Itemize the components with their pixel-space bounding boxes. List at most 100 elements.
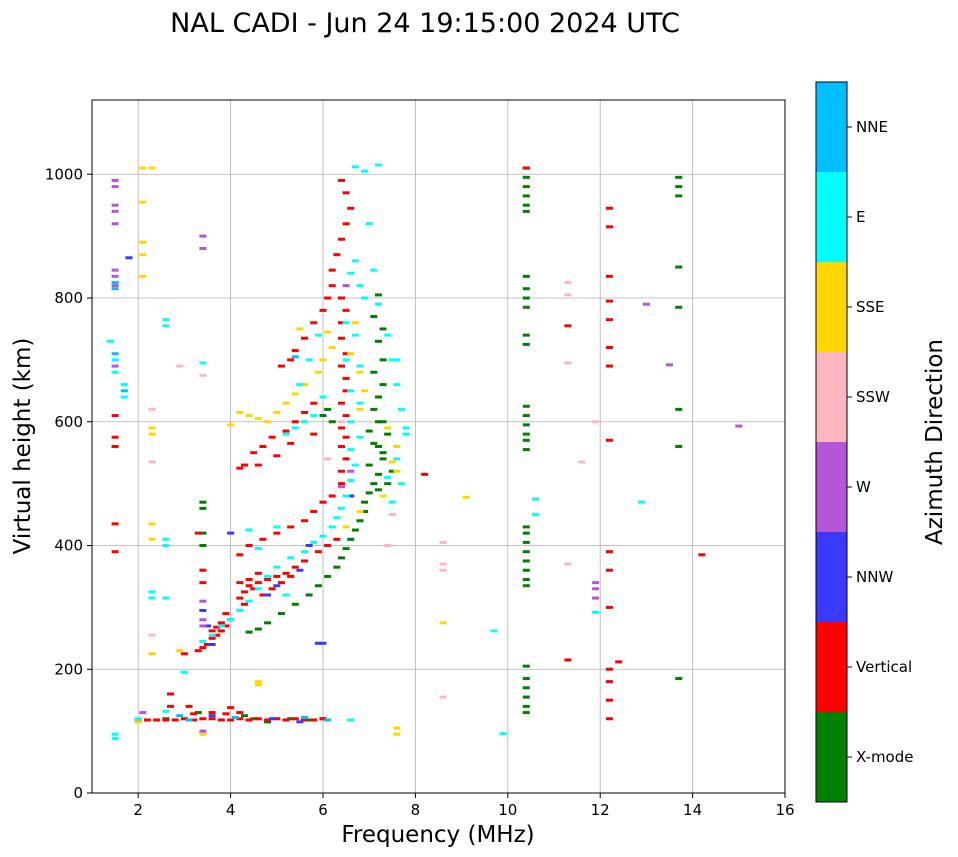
data-point — [365, 429, 373, 433]
data-point — [522, 203, 530, 207]
y-tick-label: 600 — [54, 413, 83, 431]
data-point — [351, 333, 359, 337]
data-point — [111, 445, 119, 448]
data-point — [120, 389, 128, 393]
x-tick-label: 12 — [591, 801, 610, 819]
data-point — [361, 296, 369, 300]
data-point — [522, 540, 530, 544]
data-point — [227, 718, 235, 722]
data-point — [199, 247, 207, 250]
data-point — [522, 404, 530, 408]
data-point — [388, 460, 396, 464]
data-point — [347, 420, 355, 424]
x-tick-label: 14 — [683, 801, 702, 819]
data-point — [199, 568, 207, 572]
data-point — [254, 581, 262, 585]
data-point — [120, 395, 128, 399]
data-point — [605, 438, 613, 442]
data-point — [342, 222, 350, 226]
data-point — [462, 495, 470, 499]
data-point — [365, 463, 373, 467]
data-point — [351, 463, 359, 467]
data-point — [273, 717, 281, 721]
data-point — [245, 599, 253, 603]
colorbar-label-ssw: SSW — [856, 388, 890, 406]
colorbar-segment — [816, 712, 847, 802]
data-point — [148, 652, 156, 656]
data-point — [393, 358, 401, 362]
data-point — [305, 544, 313, 547]
data-point — [194, 649, 202, 653]
data-point — [227, 618, 235, 622]
data-point — [564, 281, 572, 285]
data-point — [153, 718, 161, 722]
data-point — [199, 500, 207, 504]
data-point — [351, 165, 359, 169]
x-tick-label: 6 — [318, 801, 328, 819]
data-point — [337, 506, 345, 510]
data-point — [564, 324, 572, 328]
data-point — [592, 581, 600, 585]
data-point — [374, 293, 382, 297]
data-point — [379, 383, 387, 387]
data-point — [134, 720, 142, 724]
data-point — [227, 531, 235, 535]
data-point — [522, 531, 530, 535]
data-point — [522, 342, 530, 346]
data-point — [735, 424, 743, 428]
data-point — [675, 445, 683, 448]
data-point — [217, 718, 225, 722]
data-point — [393, 383, 401, 387]
data-point — [342, 494, 350, 498]
data-point — [199, 361, 207, 365]
data-point — [162, 709, 170, 713]
data-point — [301, 559, 309, 563]
data-point — [361, 509, 369, 513]
data-point — [143, 718, 151, 722]
series-x-mode — [162, 166, 683, 724]
data-point — [361, 169, 369, 173]
data-point — [254, 463, 262, 467]
data-point — [337, 420, 345, 424]
data-point — [592, 610, 600, 614]
data-point — [208, 714, 216, 718]
data-point — [388, 469, 396, 473]
data-point — [199, 646, 207, 650]
data-point — [522, 414, 530, 418]
data-point — [287, 717, 295, 721]
data-point — [374, 445, 382, 448]
data-point — [236, 717, 244, 721]
data-point — [111, 284, 119, 288]
data-point — [347, 448, 355, 452]
data-point — [384, 432, 392, 436]
data-point — [162, 537, 170, 541]
data-point — [310, 321, 318, 325]
data-point — [199, 544, 207, 547]
data-point — [222, 624, 230, 628]
data-point — [139, 274, 147, 278]
data-point — [245, 544, 253, 547]
data-point — [522, 677, 530, 681]
data-point — [522, 584, 530, 588]
y-tick-label: 1000 — [45, 165, 83, 183]
data-point — [199, 639, 207, 643]
colorbar-segment — [816, 172, 847, 262]
plot-frame — [91, 99, 786, 794]
colorbar-label-nne: NNE — [856, 118, 888, 136]
data-point — [370, 268, 378, 272]
data-point — [522, 296, 530, 300]
data-point — [337, 364, 345, 368]
data-point — [439, 621, 447, 625]
data-point — [398, 407, 406, 411]
data-point — [287, 441, 295, 445]
data-point — [439, 695, 447, 699]
data-point — [236, 553, 244, 557]
data-point — [240, 590, 248, 594]
data-point — [301, 519, 309, 523]
data-point — [675, 305, 683, 309]
data-point — [490, 629, 498, 633]
data-point — [259, 593, 267, 597]
data-point — [148, 596, 156, 600]
data-point — [264, 420, 272, 424]
data-point — [162, 324, 170, 328]
